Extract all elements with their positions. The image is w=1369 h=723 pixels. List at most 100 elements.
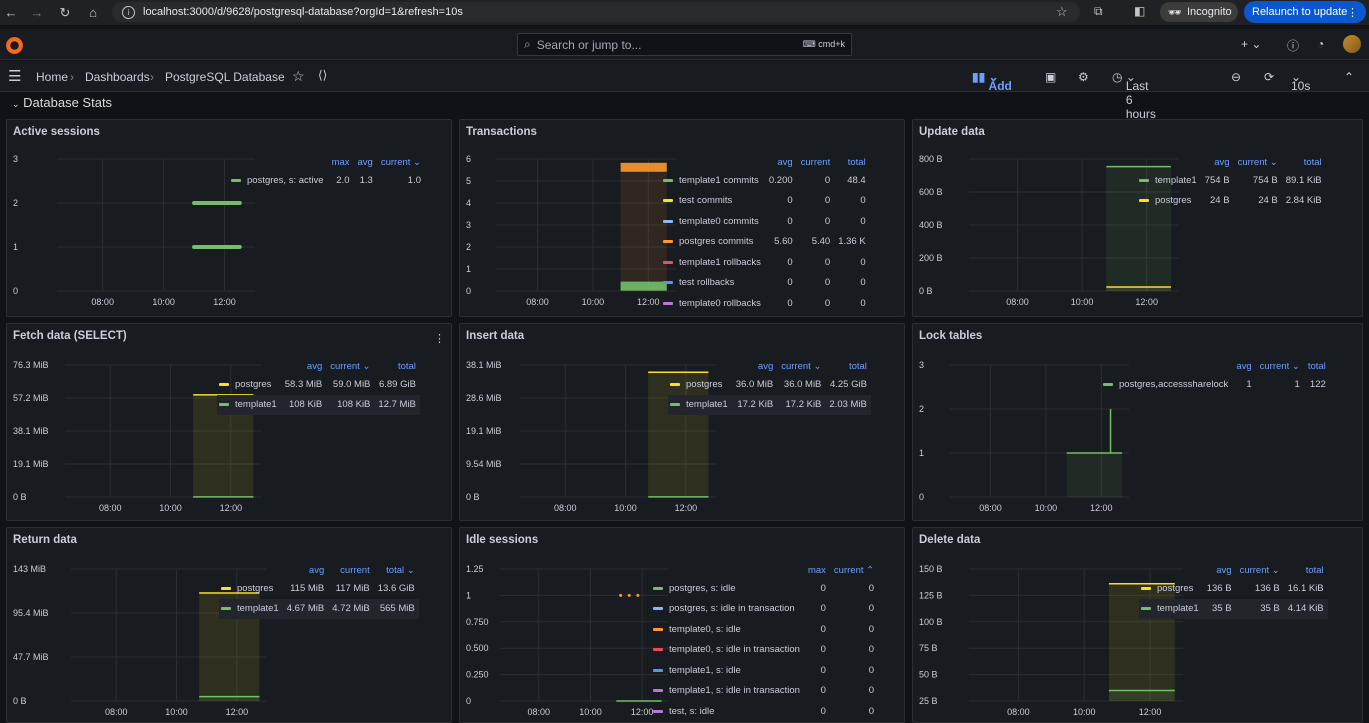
legend-column-header[interactable]: total ⌄ [386, 564, 415, 576]
legend-row[interactable]: postgres 115 MiB 117 MiB 13.6 GiB [219, 578, 419, 599]
chart[interactable]: 0 B 200 B 400 B 600 B 800 B 08:00 10:00 12:00 [913, 120, 1363, 317]
legend-column-header[interactable]: current ⌄ [781, 360, 822, 372]
chart[interactable]: 25 B 50 B 75 B 100 B 125 B 150 B 08:00 10:00 12:… [913, 528, 1363, 723]
panel-delete-data[interactable]: Delete data 25 B 50 B 75 B 100 B 125 B 150 B 08… [912, 527, 1363, 723]
legend-column-header[interactable]: current [340, 564, 370, 576]
legend-column-header[interactable]: total [1303, 156, 1322, 168]
legend-column-header[interactable]: current ⌄ [330, 360, 371, 372]
panel-idle-sessions[interactable]: Idle sessions 0 0.250 0.500 0.750 1 1.25 08:00 1… [459, 527, 905, 723]
legend-row[interactable]: postgres 58.3 MiB 59.0 MiB 6.89 GiB [217, 374, 420, 395]
legend-row[interactable]: template1 754 B 754 B 89.1 KiB [1137, 170, 1326, 191]
incognito-indicator[interactable]: 🕶 Incognito [1160, 2, 1238, 22]
legend-row[interactable]: template0, s: idle in transaction 0 0 [651, 640, 878, 661]
legend-column-header[interactable]: avg [1236, 360, 1252, 372]
legend-column-header[interactable]: avg [1214, 156, 1230, 168]
breadcrumb-dashboards[interactable]: Dashboards [85, 70, 150, 84]
legend-column-header[interactable]: max [807, 564, 826, 576]
legend-column-header[interactable]: current ⌄ [1237, 156, 1278, 168]
panel-menu-icon[interactable]: ⋮ [434, 333, 445, 345]
legend-column-header[interactable]: current ⌃ [833, 564, 875, 576]
panel-transactions[interactable]: Transactions 0 1 2 3 4 5 6 08:00 10:00 12:00 avg cur… [459, 119, 905, 317]
legend-row[interactable]: postgres, s: idle in transaction 0 0 [651, 599, 878, 620]
legend-row[interactable]: template1 4.67 MiB 4.72 MiB 565 MiB [219, 598, 419, 619]
home-icon[interactable]: ⌂ [89, 5, 97, 20]
panel-title[interactable]: Active sessions [13, 126, 100, 138]
extensions-icon[interactable]: ⧉ [1094, 4, 1103, 18]
star-icon[interactable]: ☆ [292, 68, 305, 84]
address-bar[interactable]: i localhost:3000/d/9628/postgresql-datab… [112, 2, 1080, 22]
legend-column-header[interactable]: avg [357, 156, 373, 168]
legend-row[interactable]: template1 108 KiB 108 KiB 12.7 MiB [217, 394, 420, 415]
panel-title[interactable]: Return data [13, 534, 77, 546]
panel-update-data[interactable]: Update data 0 B 200 B 400 B 600 B 800 B 08:00 1… [912, 119, 1363, 317]
panel-title[interactable]: Update data [919, 126, 985, 138]
legend-column-header[interactable]: current ⌄ [380, 156, 422, 168]
add-button[interactable]: ▮▮ Add ⌄ [972, 70, 1012, 93]
save-icon[interactable]: ▣ [1045, 70, 1057, 84]
search-input[interactable]: ⌕ Search or jump to... ⌨ cmd+k [517, 33, 852, 56]
refresh-icon[interactable]: ⟳ [1264, 70, 1275, 84]
menu-hamburger-icon[interactable]: ☰ [8, 68, 22, 85]
legend-row[interactable]: test rollbacks 0 0 0 [661, 273, 870, 294]
panel-title[interactable]: Transactions [466, 126, 537, 138]
panel-return-data[interactable]: Return data 0 B 47.7 MiB 95.4 MiB 143 MiB 08:… [6, 527, 452, 723]
legend-row[interactable]: test commits 0 0 0 [661, 191, 870, 212]
legend-row[interactable]: template1, s: idle in transaction 0 0 [651, 681, 878, 702]
legend-row[interactable]: postgres commits 5.60 5.40 1.36 K [661, 232, 870, 253]
legend-column-header[interactable]: total [397, 360, 416, 372]
chart[interactable]: 0 B 47.7 MiB 95.4 MiB 143 MiB 08:00 10:00 12:0… [7, 528, 452, 723]
legend-row[interactable]: postgres 36.0 MiB 36.0 MiB 4.25 GiB [668, 374, 871, 395]
relaunch-button[interactable]: Relaunch to update ⋮ [1244, 1, 1366, 23]
panel-lock-tables[interactable]: Lock tables 0 1 2 3 08:00 10:00 12:00 avg current… [912, 323, 1363, 521]
legend-column-header[interactable]: avg [777, 156, 793, 168]
legend-row[interactable]: template1, s: idle 0 0 [651, 660, 878, 681]
legend-row[interactable]: template0, s: idle 0 0 [651, 619, 878, 640]
chart[interactable]: 0 B 9.54 MiB 19.1 MiB 28.6 MiB 38.1 MiB 08:00… [460, 324, 905, 521]
legend-row[interactable]: template1 35 B 35 B 4.14 KiB [1139, 598, 1328, 619]
legend-column-header[interactable]: current ⌄ [1259, 360, 1300, 372]
gear-icon[interactable]: ⚙ [1078, 70, 1089, 84]
forward-icon[interactable]: → [30, 5, 44, 20]
chart[interactable]: 0 1 2 3 08:00 10:00 12:00 [7, 120, 452, 317]
legend-column-header[interactable]: total [847, 156, 866, 168]
back-icon[interactable]: ← [4, 5, 18, 20]
reload-icon[interactable]: ↻ [59, 5, 71, 20]
legend-column-header[interactable]: avg [308, 564, 325, 576]
collapse-icon[interactable]: ⌃ [1344, 70, 1355, 84]
legend-row[interactable]: template1 rollbacks 0 0 0 [661, 252, 870, 273]
new-plus-icon[interactable]: + ⌄ [1241, 37, 1262, 51]
panel-title[interactable]: Fetch data (SELECT) [13, 330, 127, 342]
legend-row[interactable]: template0 commits 0 0 0 [661, 211, 870, 232]
panel-title[interactable]: Insert data [466, 330, 525, 342]
legend-row[interactable]: template1 commits 0.200 0 48.4 [661, 170, 870, 191]
time-picker[interactable]: ◷ Last 6 hours ⌄ [1112, 70, 1156, 121]
legend-row[interactable]: postgres 136 B 136 B 16.1 KiB [1139, 578, 1328, 599]
help-icon[interactable]: ⓘ [1287, 39, 1300, 53]
legend-row[interactable]: template0 rollbacks 0 0 0 [661, 293, 870, 314]
legend-row[interactable]: postgres,accesssharelock 1 1 122 [1101, 374, 1330, 395]
legend-column-header[interactable]: avg [1216, 564, 1232, 576]
legend-column-header[interactable]: total [1305, 564, 1324, 576]
chart[interactable]: 0 B 19.1 MiB 38.1 MiB 57.2 MiB 76.3 MiB 08:00… [7, 324, 452, 521]
chart[interactable]: 0 0.250 0.500 0.750 1 1.25 08:00 10:00 12:00 [460, 528, 905, 723]
panel-fetch-data-select[interactable]: Fetch data (SELECT) ⋮ 0 B 19.1 MiB 38.1 MiB 5… [6, 323, 452, 521]
legend-row[interactable]: postgres, s: idle 0 0 [651, 578, 878, 599]
avatar[interactable] [1343, 35, 1361, 53]
row-header[interactable]: ⌄ Database Stats [12, 95, 112, 110]
panel-title[interactable]: Lock tables [919, 330, 983, 342]
panel-insert-data[interactable]: Insert data 0 B 9.54 MiB 19.1 MiB 28.6 MiB 38… [459, 323, 905, 521]
legend-row[interactable]: postgres, s: active 2.0 1.3 1.0 [229, 170, 425, 191]
news-rss-icon[interactable]: ◔ [1317, 37, 1325, 51]
zoom-out-icon[interactable]: ⊖ [1231, 70, 1242, 84]
legend-column-header[interactable]: total [1307, 360, 1326, 372]
legend-column-header[interactable]: max [331, 156, 350, 168]
share-icon[interactable]: ⟨⟩ [318, 68, 328, 82]
sidepanel-icon[interactable]: ◧ [1134, 4, 1146, 18]
legend-column-header[interactable]: avg [757, 360, 774, 372]
legend-column-header[interactable]: current [800, 156, 831, 168]
grafana-logo-icon[interactable] [6, 37, 23, 54]
legend-column-header[interactable]: avg [306, 360, 323, 372]
panel-title[interactable]: Idle sessions [466, 534, 539, 546]
legend-column-header[interactable]: current ⌄ [1239, 564, 1280, 576]
panel-active-sessions[interactable]: Active sessions 0 1 2 3 08:00 10:00 12:00 max avg… [6, 119, 452, 317]
